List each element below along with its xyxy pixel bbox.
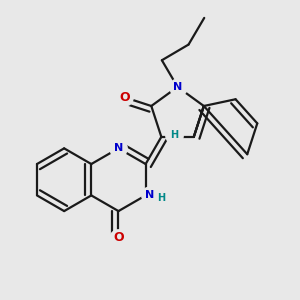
Text: N: N (173, 82, 182, 92)
Text: O: O (119, 91, 130, 104)
Text: H: H (170, 130, 178, 140)
Text: O: O (113, 231, 124, 244)
Text: N: N (114, 143, 123, 153)
Text: H: H (158, 193, 166, 203)
Text: N: N (145, 190, 154, 200)
